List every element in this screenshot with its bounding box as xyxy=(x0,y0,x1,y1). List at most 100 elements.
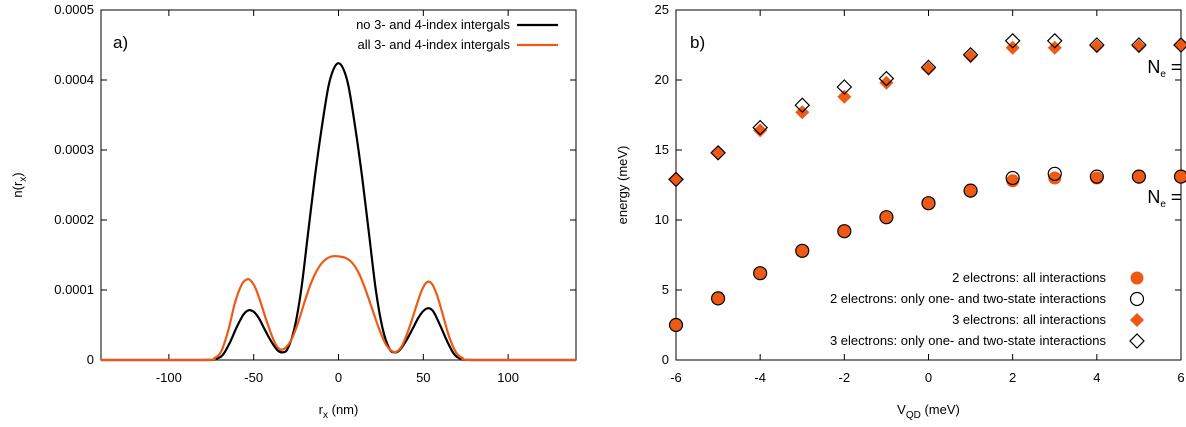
panel-b-ytick-label: 0 xyxy=(662,352,669,367)
panel-b-point-s1 xyxy=(1173,169,1186,184)
panel-b-point-s3 xyxy=(1131,37,1147,53)
panel-a-y-axis-label-close: ) xyxy=(10,172,25,176)
panel-b-annotation-1-rest: = 2 xyxy=(1166,187,1186,207)
panel-b-legend-label-2: 3 electrons: all interactions xyxy=(952,312,1106,327)
panel-b-point-s3 xyxy=(1088,37,1105,53)
panel-b-point-s2 xyxy=(921,61,936,76)
panel-b-point-s0 xyxy=(1090,171,1104,185)
panel-b-point-s3 xyxy=(920,59,937,76)
panel-a-xtick-label: -100 xyxy=(156,370,182,385)
panel-b-x-axis-label-unit: (meV) xyxy=(921,402,960,417)
panel-b-xtick-label: 2 xyxy=(1009,370,1016,385)
panel-a-x-axis-label-base: r xyxy=(319,402,324,417)
panel-b-point-s0 xyxy=(753,266,767,280)
panel-b-point-s2 xyxy=(879,75,894,90)
panel-a-y-axis-label: n(rx) xyxy=(10,172,29,197)
panel-b-point-s3 xyxy=(752,119,769,136)
panel-b-point-s1 xyxy=(1131,169,1147,184)
panel-a-ytick-label: 0.0004 xyxy=(54,72,94,87)
panel-b-legend-label-0: 2 electrons: all interactions xyxy=(952,270,1106,285)
panel-a-density-chart: -100 -50 0 50 100 0 0.0001 0.0002 0.0003 0.0004 0.… xyxy=(10,2,577,421)
panel-a-ytick-label: 0 xyxy=(87,352,94,367)
panel-a-xtick-label: -50 xyxy=(244,370,263,385)
panel-b-legend-marker-2 xyxy=(1130,313,1144,327)
panel-b-legend-marker-0 xyxy=(1130,271,1144,285)
panel-b-point-s0 xyxy=(964,184,978,198)
panel-b-point-s1 xyxy=(837,224,852,239)
panel-b-point-s2 xyxy=(963,49,978,64)
panel-b-point-s1 xyxy=(921,196,936,211)
panel-b-point-s1 xyxy=(963,183,978,198)
panel-b-annotation-1-sub: e xyxy=(1160,199,1166,210)
panel-a-y-axis-label-sub: x xyxy=(18,177,29,182)
panel-b-ytick-label: 20 xyxy=(655,72,669,87)
panel-b-point-s0 xyxy=(669,318,683,332)
panel-b-point-s0 xyxy=(1132,170,1146,184)
panel-b-legend-label-1: 2 electrons: only one- and two-state int… xyxy=(830,291,1107,306)
panel-b-point-s1 xyxy=(753,266,768,281)
panel-b-point-s2 xyxy=(753,123,768,138)
panel-b-legend-label-3: 3 electrons: only one- and two-state int… xyxy=(830,333,1107,348)
panel-b-point-s2 xyxy=(1174,38,1186,52)
panel-a-legend-label-1: all 3- and 4-index intergals xyxy=(358,37,511,52)
panel-b-point-s0 xyxy=(795,244,809,258)
panel-b-ytick-label: 10 xyxy=(655,212,669,227)
panel-b-annotation-1-base: N xyxy=(1147,187,1160,207)
panel-b-annotation-0-rest: = 3 xyxy=(1166,57,1186,77)
panel-b-legend-marker-3 xyxy=(1129,333,1145,349)
panel-b-xtick-label: 4 xyxy=(1093,370,1100,385)
panel-b-xtick-label: 0 xyxy=(925,370,932,385)
panel-b-annotation-0-sub: e xyxy=(1160,69,1166,80)
panel-a-series-line-1 xyxy=(101,254,576,362)
panel-b-point-s1 xyxy=(1005,170,1020,186)
panel-b-point-s0 xyxy=(711,291,725,305)
panel-a-x-axis-label-unit: (nm) xyxy=(328,402,358,417)
panel-b-point-s0 xyxy=(1048,171,1062,185)
panel-b-annotation-0-base: N xyxy=(1147,57,1160,77)
panel-b-point-s2 xyxy=(1089,39,1104,54)
panel-b-annotation-0: Ne = 3 xyxy=(1147,57,1186,80)
panel-b-point-s1 xyxy=(710,291,726,306)
panel-a-ytick-label: 0.0002 xyxy=(54,212,94,227)
panel-b-point-s3 xyxy=(962,46,979,63)
panel-b-point-s0 xyxy=(837,224,851,238)
panel-b-point-s1 xyxy=(1089,169,1104,184)
panel-a-x-axis-label: rx (nm) xyxy=(319,402,359,421)
panel-b-point-s0 xyxy=(1174,170,1186,184)
panel-b-point-s3 xyxy=(1004,32,1021,49)
panel-b-ytick-label: 25 xyxy=(655,2,669,17)
panel-b-point-s3 xyxy=(836,79,853,95)
panel-b-x-axis-label-base: V xyxy=(897,402,906,417)
panel-b-point-s0 xyxy=(922,196,935,210)
panel-b-xtick-label: -6 xyxy=(670,370,682,385)
panel-b-point-s3 xyxy=(668,171,684,188)
panel-b-point-s1 xyxy=(668,317,684,333)
panel-b-point-s3 xyxy=(1046,32,1063,49)
panel-b-ytick-label: 5 xyxy=(662,282,669,297)
panel-a-xtick-label: 100 xyxy=(497,370,519,385)
panel-a-series-line-0 xyxy=(101,62,576,362)
panel-b-point-s1 xyxy=(879,210,894,225)
panel-b-point-s2 xyxy=(669,172,683,187)
panel-a-label: a) xyxy=(113,33,128,52)
panel-b-annotation-1: Ne = 2 xyxy=(1147,187,1186,210)
panel-b-point-s1 xyxy=(795,243,810,258)
panel-b-ytick-label: 15 xyxy=(655,142,669,157)
panel-b-label: b) xyxy=(690,33,705,52)
panel-a-ytick-label: 0.0005 xyxy=(54,2,94,17)
panel-b-legend-marker-1 xyxy=(1129,291,1145,307)
panel-a-xtick-label: 50 xyxy=(416,370,430,385)
panel-b-point-s2 xyxy=(1131,39,1146,54)
panel-b-point-s3 xyxy=(710,144,726,161)
panel-b-energy-chart: -6 -4 -2 0 2 4 6 0 5 10 15 20 25 2 electrons: all int… xyxy=(615,2,1186,421)
panel-b-point-s0 xyxy=(879,210,893,224)
panel-b-point-s2 xyxy=(711,145,726,160)
panel-b-y-axis-label: energy (meV) xyxy=(615,146,630,225)
panel-b-point-s2 xyxy=(837,89,852,104)
panel-b-xtick-label: -4 xyxy=(754,370,766,385)
panel-a-ytick-label: 0.0001 xyxy=(54,282,94,297)
panel-b-xtick-label: -2 xyxy=(839,370,851,385)
panel-b-x-axis-label-sub: QD xyxy=(906,410,921,421)
panel-b-point-s3 xyxy=(878,70,895,87)
